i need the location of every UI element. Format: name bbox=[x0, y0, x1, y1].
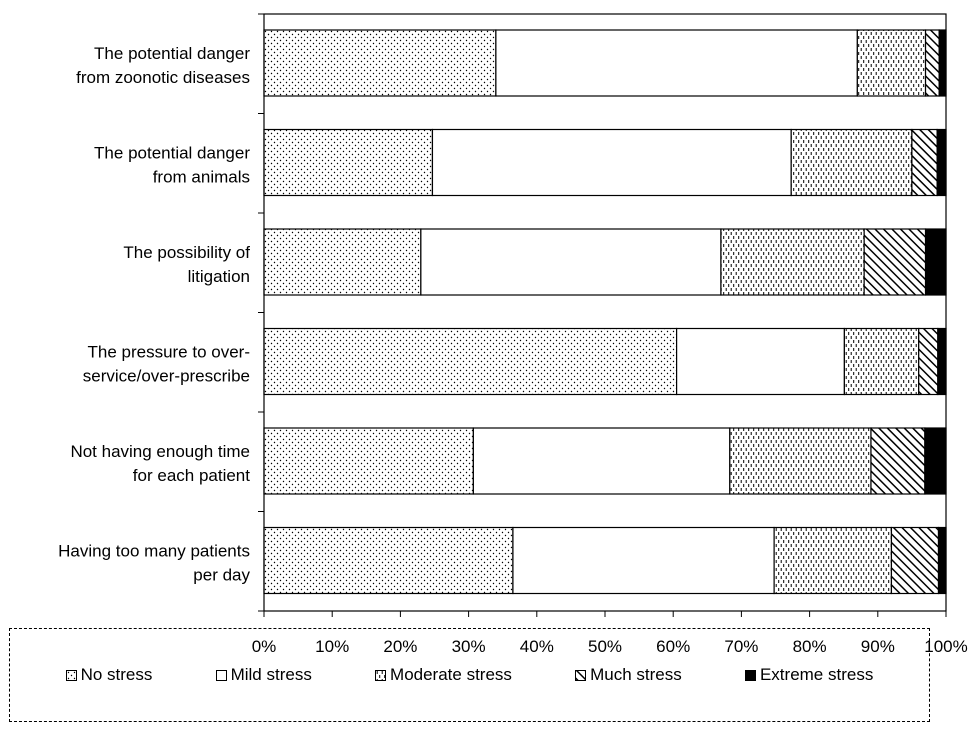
bar-segment-no-stress bbox=[263, 327, 678, 396]
bar-segment-extreme-stress bbox=[937, 526, 947, 595]
bar-segment-moderate-stress bbox=[856, 29, 927, 97]
bar-segment-extreme-stress bbox=[937, 327, 947, 396]
x-tick-label: 100% bbox=[924, 637, 967, 656]
category-label: The potential danger from animals bbox=[94, 144, 250, 187]
category-label: The possibility of litigation bbox=[123, 243, 250, 286]
bar-segment-extreme-stress bbox=[924, 228, 947, 296]
x-tick-label: 80% bbox=[793, 637, 827, 656]
legend-label: Mild stress bbox=[230, 665, 312, 684]
bar-segment-moderate-stress bbox=[729, 427, 872, 495]
plot-frame bbox=[263, 13, 947, 612]
x-tick-label: 60% bbox=[656, 637, 690, 656]
legend-label: Much stress bbox=[590, 665, 682, 684]
bar-segment-no-stress bbox=[263, 29, 497, 97]
legend-swatch bbox=[215, 669, 227, 681]
category-label: Having too many patients per day bbox=[58, 542, 250, 585]
bar-segment-extreme-stress bbox=[924, 427, 947, 495]
legend-item-mild-stress: Mild stress bbox=[215, 665, 312, 685]
bar-segment-moderate-stress bbox=[773, 526, 893, 595]
x-tick-label: 20% bbox=[383, 637, 417, 656]
category-label: Not having enough time for each patient bbox=[70, 442, 250, 485]
bars-layer bbox=[263, 29, 947, 595]
category-label: The pressure to over-service/over-prescr… bbox=[83, 343, 250, 386]
legend-item-moderate-stress: Moderate stress bbox=[375, 665, 512, 685]
bar-segment-mild-stress bbox=[676, 327, 845, 396]
bar-segment-mild-stress bbox=[512, 526, 775, 595]
legend-item-extreme-stress: Extreme stress bbox=[744, 665, 874, 685]
legend-swatch bbox=[65, 669, 77, 681]
category-label: The potential danger from zoonotic diseas… bbox=[76, 44, 250, 87]
legend-swatch bbox=[375, 669, 387, 681]
bar-segment-no-stress bbox=[263, 228, 422, 296]
bar-segment-no-stress bbox=[263, 427, 474, 495]
bar-segment-much-stress bbox=[863, 228, 927, 296]
bar-segment-no-stress bbox=[263, 128, 434, 197]
legend-items: No stress Mild stress Moderate stress Much … bbox=[10, 629, 929, 721]
bar-segment-moderate-stress bbox=[720, 228, 865, 296]
legend-item-no-stress: No stress bbox=[65, 665, 153, 685]
legend-label: No stress bbox=[80, 665, 153, 684]
legend-label: Extreme stress bbox=[759, 665, 874, 684]
x-tick-label: 50% bbox=[588, 637, 622, 656]
x-tick-label: 10% bbox=[315, 637, 349, 656]
bar-segment-much-stress bbox=[911, 128, 938, 197]
bar-segment-extreme-stress bbox=[938, 29, 947, 97]
legend: No stress Mild stress Moderate stress Much … bbox=[9, 628, 930, 722]
bar-segment-no-stress bbox=[263, 526, 514, 595]
bar-segment-moderate-stress bbox=[843, 327, 920, 396]
legend-label: Moderate stress bbox=[390, 665, 512, 684]
x-tick-label: 90% bbox=[861, 637, 895, 656]
bar-segment-mild-stress bbox=[495, 29, 858, 97]
legend-item-much-stress: Much stress bbox=[575, 665, 682, 685]
x-tick-label: 0% bbox=[252, 637, 277, 656]
legend-swatch bbox=[575, 669, 587, 681]
bar-segment-much-stress bbox=[918, 327, 939, 396]
legend-swatch bbox=[744, 669, 756, 681]
bar-segment-mild-stress bbox=[420, 228, 722, 296]
bar-segment-much-stress bbox=[924, 29, 940, 97]
x-tick-label: 70% bbox=[724, 637, 758, 656]
bar-segment-much-stress bbox=[890, 526, 940, 595]
bar-segment-much-stress bbox=[870, 427, 926, 495]
bar-segment-moderate-stress bbox=[790, 128, 913, 197]
bar-segment-mild-stress bbox=[472, 427, 731, 495]
bar-segment-mild-stress bbox=[431, 128, 792, 197]
x-tick-label: 30% bbox=[452, 637, 486, 656]
x-tick-label: 40% bbox=[520, 637, 554, 656]
bar-segment-extreme-stress bbox=[936, 128, 947, 197]
axes-layer: 0% 10% 20% 30% 40% 50% 60% 70% 80% 90% 100% The pot… bbox=[58, 13, 968, 656]
